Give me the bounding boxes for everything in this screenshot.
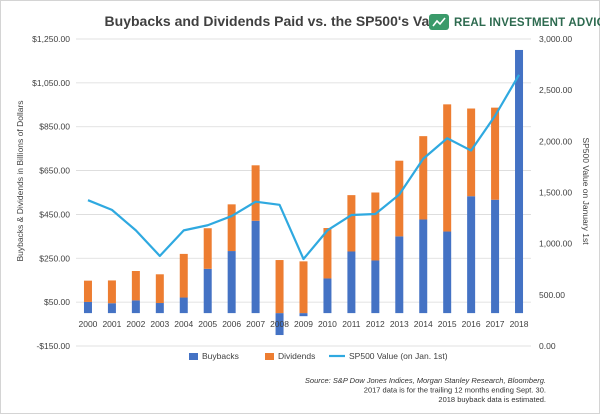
x-tick-label: 2003 (150, 319, 169, 329)
bar-buybacks (515, 49, 524, 314)
left-axis-ticks: -$150.00 $50.00 $250.00 $450.00 $650.00 $850.… (32, 34, 70, 351)
sp500-series-line (87, 74, 520, 261)
x-tick-label: 2012 (366, 319, 385, 329)
right-axis-ticks: 0.00 500.00 1,000.00 1,500.00 2,000.00 2,500.… (539, 34, 572, 351)
source-note-line: 2018 buyback data is estimated. (438, 395, 546, 404)
bar-dividends (491, 107, 500, 200)
bar-buybacks (107, 303, 116, 314)
bar-dividends (299, 261, 308, 314)
x-tick-label: 2006 (222, 319, 241, 329)
bar-dividends (275, 260, 284, 314)
bar-buybacks (443, 231, 452, 314)
legend-item-sp500: SP500 Value (on Jan. 1st) (329, 351, 448, 361)
right-tick-label: 1,500.00 (539, 188, 572, 198)
left-tick-label: $50.00 (44, 297, 70, 307)
left-tick-label: $450.00 (39, 209, 70, 219)
legend-swatch-dividends (265, 353, 274, 360)
x-tick-label: 2014 (414, 319, 433, 329)
x-tick-label: 2007 (246, 319, 265, 329)
x-tick-label: 2009 (294, 319, 313, 329)
right-tick-label: 2,500.00 (539, 85, 572, 95)
bar-buybacks (323, 278, 332, 314)
x-tick-label: 2002 (126, 319, 145, 329)
left-tick-label: $250.00 (39, 253, 70, 263)
bar-dividends (419, 136, 428, 220)
legend-label-buybacks: Buybacks (202, 351, 239, 361)
x-tick-label: 2001 (102, 319, 121, 329)
bar-dividends (155, 274, 164, 304)
left-tick-label: -$150.00 (36, 341, 70, 351)
source-note-line: Source: S&P Dow Jones Indices, Morgan St… (305, 376, 546, 385)
bar-dividends (395, 160, 404, 237)
bar-buybacks (83, 301, 92, 314)
bar-buybacks (371, 260, 380, 314)
x-tick-label: 2005 (198, 319, 217, 329)
legend-item-buybacks: Buybacks (189, 351, 239, 361)
left-tick-label: $850.00 (39, 122, 70, 132)
bar-dividends (443, 104, 452, 232)
bar-buybacks (395, 236, 404, 314)
bar-buybacks (251, 220, 260, 314)
bar-dividends (83, 280, 92, 302)
bar-dividends (131, 271, 140, 301)
right-tick-label: 1,000.00 (539, 239, 572, 249)
bar-buybacks (419, 219, 428, 314)
x-tick-label: 2004 (174, 319, 193, 329)
legend-item-dividends: Dividends (265, 351, 315, 361)
x-tick-label: 2010 (318, 319, 337, 329)
bar-dividends (203, 228, 212, 269)
bars (83, 49, 524, 336)
bar-buybacks (347, 251, 356, 314)
bar-buybacks (155, 303, 164, 314)
bar-dividends (107, 280, 116, 304)
brand-logo-icon (429, 14, 449, 30)
x-tick-label: 2008 (270, 319, 289, 329)
source-notes: Source: S&P Dow Jones Indices, Morgan St… (305, 376, 546, 404)
brand-logo: REAL INVESTMENT ADVICE (429, 14, 600, 30)
bar-buybacks (179, 297, 188, 314)
right-tick-label: 3,000.00 (539, 34, 572, 44)
left-tick-label: $1,050.00 (32, 78, 70, 88)
right-axis-title: SP500 Value on January 1st (581, 137, 591, 245)
x-tick-label: 2013 (390, 319, 409, 329)
bar-dividends (467, 108, 476, 197)
right-tick-label: 2,000.00 (539, 136, 572, 146)
chart-title: Buybacks and Dividends Paid vs. the SP50… (105, 13, 450, 29)
bar-dividends (323, 228, 332, 279)
bar-dividends (227, 204, 236, 252)
x-tick-label: 2011 (342, 319, 361, 329)
x-tick-label: 2018 (510, 319, 529, 329)
bar-buybacks (131, 300, 140, 314)
legend: Buybacks Dividends SP500 Value (on Jan. 1s… (189, 351, 448, 361)
x-tick-label: 2017 (486, 319, 505, 329)
legend-label-dividends: Dividends (278, 351, 315, 361)
source-note-line: 2017 data is for the trailing 12 months … (364, 386, 546, 395)
bar-buybacks (299, 313, 308, 317)
bar-buybacks (203, 268, 212, 314)
legend-label-sp500: SP500 Value (on Jan. 1st) (349, 351, 448, 361)
bar-buybacks (491, 199, 500, 314)
bar-buybacks (275, 313, 284, 336)
bar-buybacks (227, 251, 236, 314)
sp500-line (87, 74, 520, 261)
brand-name: REAL INVESTMENT ADVICE (454, 17, 600, 29)
bar-dividends (179, 253, 188, 298)
legend-swatch-buybacks (189, 353, 198, 360)
x-axis-ticks: 2000 2001 2002 2003 2004 2005 2006 2007 2008 2009… (79, 319, 529, 329)
bar-buybacks (467, 196, 476, 314)
x-tick-label: 2016 (462, 319, 481, 329)
right-tick-label: 500.00 (539, 290, 565, 300)
bar-dividends (347, 195, 356, 252)
bar-dividends (251, 165, 260, 221)
left-tick-label: $650.00 (39, 166, 70, 176)
x-tick-label: 2015 (438, 319, 457, 329)
left-axis-title: Buybacks & Dividends in Billions of Doll… (15, 100, 25, 261)
bar-dividends (371, 192, 380, 261)
right-tick-label: 0.00 (539, 341, 556, 351)
x-tick-label: 2000 (79, 319, 98, 329)
left-tick-label: $1,250.00 (32, 34, 70, 44)
